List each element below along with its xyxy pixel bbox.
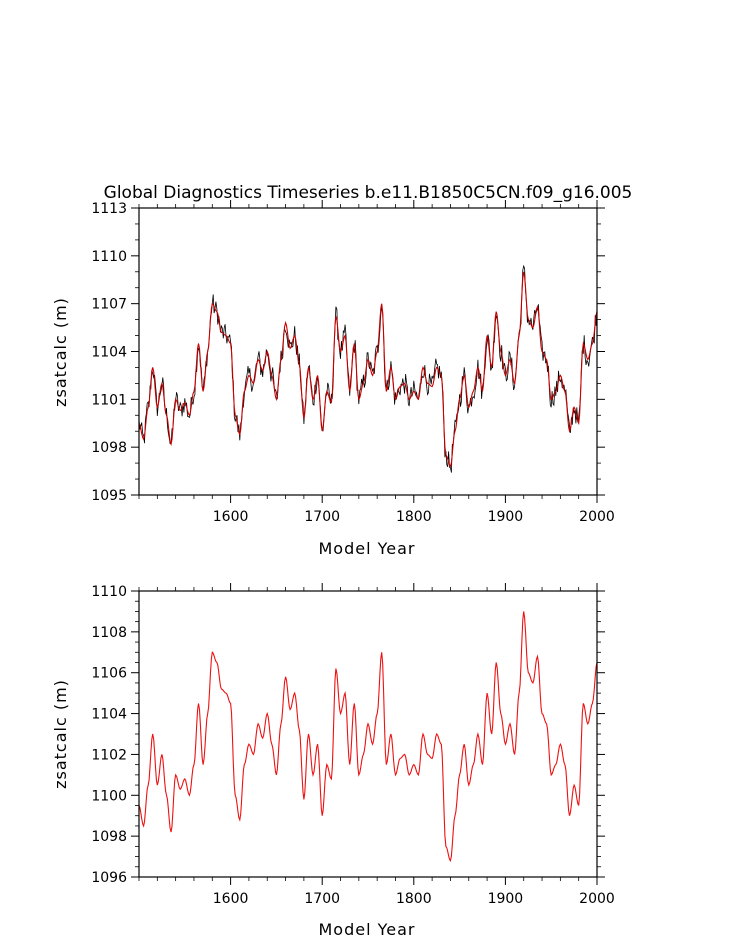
top-chart-y-tick-labels: 1095 1098 1101 1104 1107 1110 1113 (91, 201, 127, 504)
x-tick-label: 1900 (488, 891, 524, 907)
bottom-chart-x-tick-labels: 1600 1700 1800 1900 2000 (213, 891, 615, 907)
y-tick-label: 1108 (91, 625, 127, 641)
bottom-chart-series (138, 611, 598, 863)
y-tick-label: 1100 (91, 788, 127, 804)
top-chart-title: Global Diagnostics Timeseries b.e11.B185… (104, 183, 633, 203)
y-tick-label: 1101 (91, 392, 127, 408)
y-tick-label: 1102 (91, 747, 127, 763)
y-tick-label: 1113 (91, 201, 127, 217)
x-tick-label: 1800 (396, 509, 432, 525)
x-tick-label: 1900 (488, 509, 524, 525)
top-chart-panel: Global Diagnostics Timeseries b.e11.B185… (51, 183, 632, 558)
bottom-chart-plot-frame (138, 590, 598, 878)
y-tick-label: 1106 (91, 666, 127, 682)
x-tick-label: 1700 (304, 509, 340, 525)
y-tick-label: 1098 (91, 440, 127, 456)
series-line-annual (138, 264, 598, 473)
series-line-smoothed (138, 271, 598, 468)
x-tick-label: 2000 (579, 891, 615, 907)
top-chart-series (138, 264, 598, 473)
bottom-chart-panel: 1096 1098 1100 1102 1104 1106 1108 1110 1600 170… (51, 583, 615, 939)
y-tick-label: 1110 (91, 584, 127, 600)
top-chart-x-axis-label: Model Year (319, 539, 416, 558)
bottom-chart-y-tick-labels: 1096 1098 1100 1102 1104 1106 1108 1110 (91, 584, 127, 886)
top-chart-x-tick-labels: 1600 1700 1800 1900 2000 (213, 509, 615, 525)
x-tick-label: 2000 (579, 509, 615, 525)
y-tick-label: 1096 (91, 870, 127, 886)
top-chart-y-axis-label: zsatcalc (m) (51, 297, 70, 407)
x-tick-label: 1600 (213, 891, 249, 907)
bottom-chart-y-axis-label: zsatcalc (m) (51, 679, 70, 789)
bottom-chart-ticks (131, 583, 605, 885)
y-tick-label: 1107 (91, 297, 127, 313)
y-tick-label: 1104 (91, 707, 127, 723)
x-tick-label: 1700 (304, 891, 340, 907)
top-chart-ticks (131, 200, 605, 503)
y-tick-label: 1104 (91, 345, 127, 361)
y-tick-label: 1095 (91, 488, 127, 504)
x-tick-label: 1600 (213, 509, 249, 525)
series-line-smoothed (138, 611, 598, 863)
y-tick-label: 1110 (91, 249, 127, 265)
x-tick-label: 1800 (396, 891, 432, 907)
y-tick-label: 1098 (91, 829, 127, 845)
bottom-chart-x-axis-label: Model Year (319, 920, 416, 939)
